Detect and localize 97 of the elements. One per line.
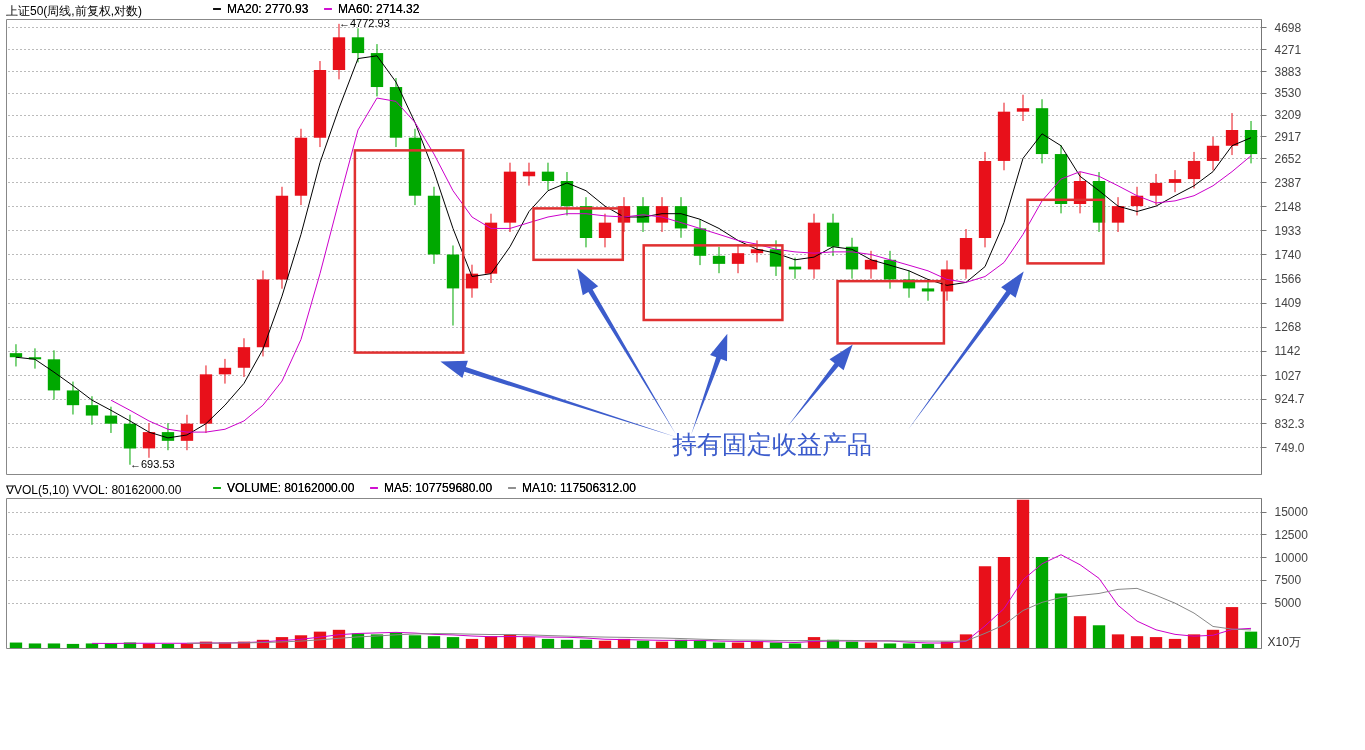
y-tick-label: 2652 [1274, 151, 1302, 166]
candlestick [1187, 151, 1201, 189]
annotation: 持有固定收益产品 [672, 429, 873, 459]
y-tick-label: 832.3 [1274, 416, 1305, 431]
bar [1225, 607, 1239, 648]
y-tick-label: 1933 [1274, 223, 1302, 238]
y-tick-label: 4271 [1274, 42, 1302, 57]
bar [484, 636, 498, 648]
annotation: ←693.53 [129, 457, 175, 470]
bar [161, 643, 175, 648]
bar [408, 635, 422, 648]
bar [522, 637, 536, 648]
y-tick-label: 749.0 [1274, 440, 1305, 455]
bar [1092, 625, 1106, 648]
candlestick [1206, 136, 1220, 171]
bar [47, 643, 61, 648]
bar [788, 643, 802, 648]
bar [1016, 499, 1030, 648]
candlestick [237, 337, 251, 378]
y-tick-label: 15000 [1274, 505, 1309, 520]
legend-label: VOLUME: 80162000.00 [227, 481, 355, 495]
bar [921, 643, 935, 648]
y-tick-label: 12500 [1274, 527, 1309, 542]
bar [750, 641, 764, 648]
candlestick [541, 162, 555, 191]
bar [9, 642, 23, 648]
y-tick-label: 1027 [1274, 368, 1302, 383]
candlestick [85, 395, 99, 426]
bar [1111, 634, 1125, 648]
y-tick-label: 1142 [1274, 344, 1301, 359]
bar [1149, 637, 1163, 648]
bar [769, 642, 783, 648]
bar [579, 639, 593, 648]
bar [1130, 636, 1144, 648]
bar [1073, 616, 1087, 648]
candlestick [1016, 94, 1030, 122]
legend-label: MA10: 117506312.00 [522, 481, 637, 495]
y-tick-label: 3530 [1274, 86, 1302, 101]
bar [883, 643, 897, 648]
bar [85, 643, 99, 648]
candlestick [1149, 173, 1163, 206]
candlestick [9, 343, 23, 367]
bar [427, 636, 441, 648]
y-tick-label: 2148 [1274, 199, 1302, 214]
y-tick-label: 1740 [1274, 247, 1302, 262]
bar [560, 639, 574, 648]
bar [1035, 557, 1049, 648]
bar [1206, 629, 1220, 648]
y-tick-label: 1566 [1274, 272, 1302, 287]
y-tick-label: 1268 [1274, 320, 1302, 335]
legend-label: MA60: 2714.32 [338, 2, 420, 16]
bar [864, 642, 878, 648]
annotation: ←4772.93 [338, 16, 390, 29]
legend-label: MA5: 107759680.00 [384, 481, 493, 495]
y-tick-label: 4698 [1274, 20, 1302, 35]
y-tick-label: 2387 [1274, 175, 1302, 190]
candlestick [142, 422, 156, 459]
bar [997, 557, 1011, 648]
bar [1168, 638, 1182, 648]
y-tick-label: 2917 [1274, 129, 1302, 144]
y-axis-title: X10万 [1267, 634, 1301, 649]
line-series [91, 554, 1252, 644]
y-tick-label: 3883 [1274, 64, 1302, 79]
bar [655, 641, 669, 648]
bar [712, 642, 726, 648]
candlestick [1111, 196, 1125, 233]
bar [541, 638, 555, 648]
candlestick [598, 213, 612, 248]
candlestick [66, 381, 80, 416]
bar [636, 640, 650, 648]
bar [978, 566, 992, 648]
candlestick [1225, 112, 1239, 156]
candlestick [712, 246, 726, 274]
bar [28, 643, 42, 648]
chart-title: ∇VOL(5,10) VVOL: 80162000.00 [5, 483, 182, 497]
y-tick-label: 1409 [1274, 296, 1302, 311]
bar [465, 638, 479, 648]
bar [66, 643, 80, 648]
line-series [186, 587, 1252, 644]
bar [902, 643, 916, 648]
bar [693, 640, 707, 648]
bar [1054, 593, 1068, 648]
chart-title: 上证50(周线,前复权,对数) [6, 4, 143, 18]
candlestick [1168, 169, 1182, 193]
bar [446, 637, 460, 648]
bar [731, 642, 745, 648]
candlestick [351, 27, 365, 63]
legend-label: MA20: 2770.93 [227, 2, 309, 16]
y-tick-label: 3209 [1274, 108, 1302, 123]
bar [598, 640, 612, 648]
y-tick-label: 5000 [1274, 596, 1302, 611]
bar [1244, 631, 1258, 648]
candlestick [104, 406, 118, 434]
y-tick-label: 10000 [1274, 550, 1309, 565]
bar [845, 641, 859, 648]
y-tick-label: 7500 [1274, 573, 1302, 588]
y-tick-label: 924.7 [1274, 392, 1305, 407]
